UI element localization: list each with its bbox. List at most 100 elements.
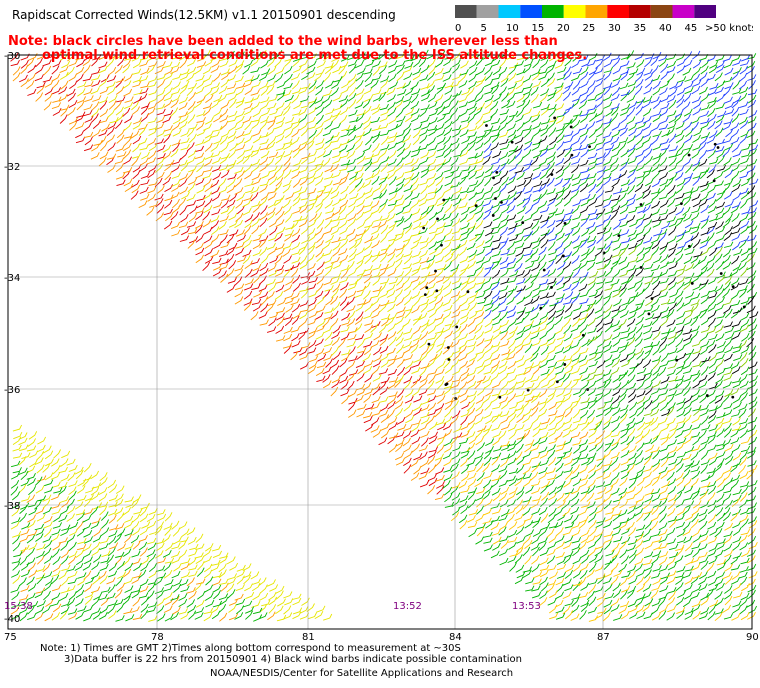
contamination-marker (423, 293, 427, 296)
longitude-label: 90 (746, 632, 759, 643)
contamination-marker (440, 243, 443, 247)
latitude-label: -30 (4, 51, 20, 62)
contamination-marker (639, 265, 643, 269)
wind-speed-colorbar: 0 5 10 15 20 25 30 35 40 45 >50 knots (455, 5, 753, 34)
wind-barb-group (580, 246, 757, 418)
contamination-marker (731, 395, 735, 399)
colorbar-units: >50 knots (705, 23, 753, 34)
colorbar-swatch (629, 5, 651, 18)
colorbar-swatch (563, 5, 586, 18)
colorbar-swatch (694, 5, 716, 18)
colorbar-tick-labels: 0 5 10 15 20 25 30 35 40 45 (455, 23, 697, 34)
contamination-marker (435, 289, 439, 293)
contamination-marker (581, 333, 585, 337)
colorbar-swatches (455, 5, 716, 18)
colorbar-swatch (672, 5, 695, 18)
contamination-marker (485, 124, 488, 127)
wind-barb-group (10, 49, 758, 622)
contamination-marker (553, 116, 557, 120)
wind-barbs-layer (10, 49, 759, 622)
colorbar-swatch (650, 5, 673, 18)
contamination-marker (712, 179, 716, 183)
colorbar-swatch (498, 5, 521, 18)
contamination-marker (494, 197, 497, 200)
contamination-marker (491, 214, 495, 217)
latitude-label: -32 (4, 162, 20, 173)
time-labels: 15:38 13:52 13:53 (4, 601, 541, 612)
contamination-marker (498, 395, 502, 399)
contamination-marker (563, 363, 567, 366)
contamination-marker (561, 254, 565, 258)
colorbar-swatch (542, 5, 564, 18)
colorbar-swatch (520, 5, 542, 18)
contamination-marker (650, 297, 654, 300)
contamination-marker (570, 153, 574, 157)
contamination-marker (539, 306, 543, 310)
contamination-marker (442, 198, 446, 202)
contamination-marker (588, 145, 591, 149)
map-grid (8, 55, 752, 629)
longitude-label: 87 (597, 632, 610, 643)
wind-barb-group (10, 49, 606, 622)
contamination-marker (521, 221, 525, 225)
contamination-marker (436, 217, 439, 221)
contamination-marker (492, 176, 495, 180)
footer-credit: NOAA/NESDIS/Center for Satellite Applica… (210, 668, 514, 679)
contamination-marker (690, 281, 694, 285)
footer-note-2: 3)Data buffer is 22 hrs from 20150901 4)… (64, 654, 522, 665)
longitude-label: 81 (302, 632, 315, 643)
colorbar-tick: 20 (557, 23, 570, 34)
contamination-marker (447, 358, 451, 361)
contamination-marker (455, 325, 459, 329)
time-label: 13:52 (393, 601, 422, 612)
contamination-marker (731, 285, 735, 289)
colorbar-swatch (585, 5, 608, 18)
colorbar-tick: 40 (659, 23, 672, 34)
contamination-marker (550, 286, 553, 289)
contamination-marker (454, 397, 457, 400)
contamination-marker (742, 305, 746, 309)
contamination-marker (427, 342, 431, 346)
wind-barb-group (10, 49, 759, 622)
colorbar-tick: 5 (481, 23, 487, 34)
contamination-marker (675, 358, 679, 362)
contamination-marker (716, 146, 720, 149)
longitude-label: 78 (151, 632, 164, 643)
contamination-marker (680, 202, 683, 206)
longitude-label: 75 (4, 632, 17, 643)
latitude-label: -34 (4, 273, 20, 284)
colorbar-tick: 15 (532, 23, 545, 34)
wind-barb-group (10, 52, 471, 495)
contamination-marker (705, 394, 709, 397)
contamination-marker (474, 204, 478, 208)
contamination-marker (510, 140, 514, 144)
contamination-marker (563, 221, 567, 225)
note-line-2: optimal wind retrieval conditions are me… (42, 48, 588, 63)
contamination-marker (617, 234, 621, 238)
wind-barb-group (482, 50, 759, 320)
colorbar-swatch (476, 5, 499, 18)
contamination-marker (542, 268, 546, 272)
contamination-marker (713, 142, 717, 146)
contamination-marker (647, 312, 651, 316)
latitude-label: -38 (4, 501, 20, 512)
colorbar-tick: 10 (506, 23, 519, 34)
contamination-marker (425, 286, 429, 290)
contamination-marker (446, 346, 450, 349)
colorbar-tick: 25 (583, 23, 596, 34)
colorbar-swatch (455, 5, 477, 18)
note-line-1: Note: black circles have been added to t… (8, 34, 558, 49)
contamination-marker (586, 388, 590, 391)
contamination-marker (444, 383, 448, 386)
map-title: Rapidscat Corrected Winds(12.5KM) v1.1 2… (12, 8, 396, 22)
colorbar-swatch (607, 5, 629, 18)
latitude-labels: -30 -32 -34 -36 -38 -40 (4, 51, 20, 625)
wind-barb-group (482, 135, 759, 419)
contamination-marker (495, 170, 499, 174)
contamination-marker (500, 201, 503, 204)
contamination-marker (687, 153, 691, 157)
contamination-marker (602, 251, 606, 255)
latitude-label: -40 (4, 614, 20, 625)
time-label: 15:38 (4, 601, 33, 612)
